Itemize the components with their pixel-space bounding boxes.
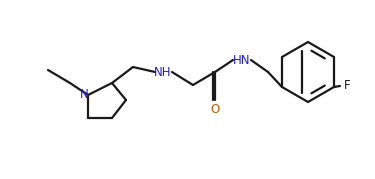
Text: HN: HN: [233, 54, 251, 67]
Text: NH: NH: [154, 66, 172, 79]
Text: N: N: [80, 88, 88, 100]
Text: F: F: [344, 79, 350, 91]
Text: O: O: [210, 103, 220, 115]
